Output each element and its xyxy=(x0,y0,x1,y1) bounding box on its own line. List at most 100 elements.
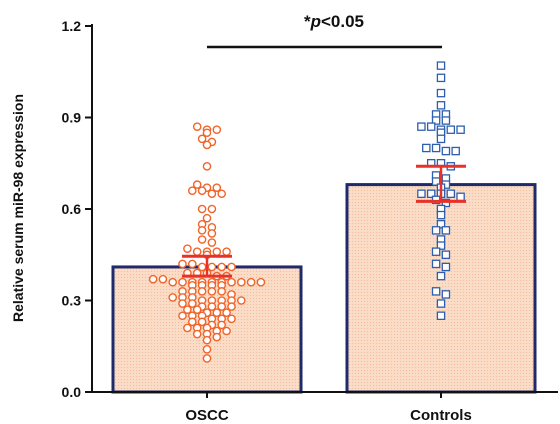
data-point-controls xyxy=(436,271,446,281)
data-point-oscc xyxy=(197,226,207,235)
y-axis-label: Relative serum miR-98 expression xyxy=(10,94,26,322)
data-point-controls xyxy=(417,189,426,198)
data-point-oscc xyxy=(178,311,187,321)
y-tick-label: 0.0 xyxy=(62,384,82,400)
data-point-controls xyxy=(436,311,446,320)
data-point-oscc xyxy=(202,128,212,138)
data-point-controls xyxy=(441,250,451,259)
data-point-oscc xyxy=(217,287,226,296)
data-point-oscc xyxy=(227,262,236,272)
data-point-controls xyxy=(436,219,446,229)
data-point-controls xyxy=(436,101,446,110)
data-point-oscc xyxy=(207,229,217,238)
data-point-controls xyxy=(431,259,441,269)
data-point-oscc xyxy=(207,262,217,272)
data-point-oscc xyxy=(192,122,202,131)
x-tick-label: Controls xyxy=(410,407,472,424)
data-point-oscc xyxy=(192,305,202,314)
data-point-oscc xyxy=(212,183,222,192)
data-point-oscc xyxy=(217,302,226,311)
data-point-oscc xyxy=(183,244,192,253)
data-point-oscc xyxy=(197,204,207,214)
y-tick-label: 0.9 xyxy=(62,110,82,126)
data-point-oscc xyxy=(197,235,207,244)
data-point-oscc xyxy=(183,305,192,314)
error-bars-layer xyxy=(182,164,466,278)
data-point-oscc xyxy=(187,317,197,327)
data-point-oscc xyxy=(178,259,187,269)
data-point-oscc xyxy=(217,189,226,199)
data-point-controls xyxy=(456,192,465,202)
data-point-oscc xyxy=(202,344,212,354)
data-point-oscc xyxy=(202,213,212,223)
significance-p-symbol: p xyxy=(310,12,321,31)
axis-layer: 0.0 0.3 0.6 0.9 1.2 OSCC Controls xyxy=(62,18,558,424)
data-point-oscc xyxy=(227,302,236,311)
data-point-oscc xyxy=(197,262,207,272)
data-point-controls xyxy=(426,189,436,198)
data-point-controls xyxy=(456,125,465,134)
data-point-oscc xyxy=(168,277,177,287)
data-point-controls xyxy=(431,116,441,125)
data-point-controls xyxy=(436,210,446,220)
data-point-controls xyxy=(436,241,446,250)
data-point-controls xyxy=(441,198,451,208)
data-point-oscc xyxy=(192,247,202,256)
data-point-controls xyxy=(431,195,441,205)
x-tick-label: OSCC xyxy=(185,407,229,424)
data-point-oscc xyxy=(197,134,207,144)
data-point-oscc xyxy=(207,302,217,311)
data-point-oscc xyxy=(178,277,187,287)
data-point-controls xyxy=(431,177,441,186)
data-point-oscc xyxy=(197,186,207,195)
data-point-oscc xyxy=(192,180,202,189)
data-point-oscc xyxy=(158,274,168,284)
significance-prefix: * xyxy=(304,12,311,31)
data-point-oscc xyxy=(212,308,222,318)
data-point-controls xyxy=(431,143,441,153)
data-point-controls xyxy=(436,299,446,308)
data-point-controls xyxy=(446,189,456,198)
data-point-oscc xyxy=(192,329,202,339)
data-point-oscc xyxy=(202,354,212,363)
data-point-oscc xyxy=(236,296,246,305)
y-tick-label: 1.2 xyxy=(62,18,82,34)
data-point-oscc xyxy=(227,277,236,287)
data-point-oscc xyxy=(207,204,217,214)
data-point-oscc xyxy=(222,247,231,256)
data-point-controls xyxy=(441,146,451,156)
data-point-oscc xyxy=(217,320,226,330)
data-point-oscc xyxy=(217,262,226,272)
data-point-oscc xyxy=(187,259,197,269)
data-point-controls xyxy=(436,73,446,83)
data-point-controls xyxy=(441,116,451,125)
data-point-controls xyxy=(417,122,426,131)
data-point-oscc xyxy=(207,287,217,296)
bars-layer xyxy=(111,183,537,394)
data-point-controls xyxy=(436,61,446,70)
data-point-oscc xyxy=(187,186,197,195)
data-point-oscc xyxy=(168,293,177,302)
data-point-oscc xyxy=(202,161,212,171)
data-point-oscc xyxy=(202,140,212,150)
data-point-controls xyxy=(436,88,446,98)
data-point-oscc xyxy=(246,277,256,287)
data-point-controls xyxy=(451,146,460,156)
data-point-oscc xyxy=(187,299,197,308)
data-point-oscc xyxy=(227,314,236,324)
y-tick-label: 0.3 xyxy=(62,293,82,309)
data-point-controls xyxy=(441,262,451,272)
data-point-oscc xyxy=(256,277,266,287)
data-point-oscc xyxy=(212,247,222,256)
significance-label: *p<0.05 xyxy=(304,12,364,31)
data-point-oscc xyxy=(212,125,222,134)
data-point-oscc xyxy=(148,274,158,284)
data-point-oscc xyxy=(222,308,231,318)
data-point-controls xyxy=(446,125,456,134)
data-point-controls xyxy=(431,247,441,256)
data-point-oscc xyxy=(212,332,222,342)
data-point-controls xyxy=(431,226,441,235)
data-point-oscc xyxy=(178,299,187,308)
y-tick-label: 0.6 xyxy=(62,201,82,217)
